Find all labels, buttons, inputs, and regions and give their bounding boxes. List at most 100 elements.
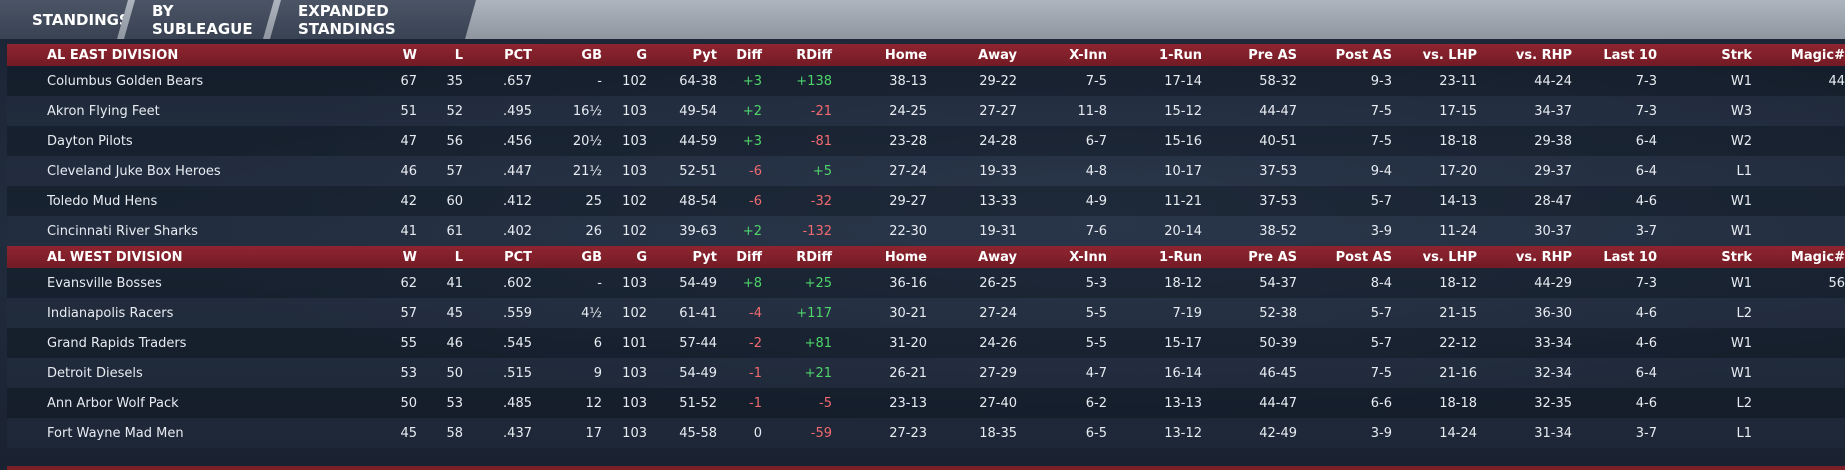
column-header-pyt[interactable]: Pyt bbox=[692, 47, 717, 63]
column-header-home[interactable]: Home bbox=[884, 47, 927, 63]
column-header-xinn[interactable]: X-Inn bbox=[1069, 249, 1107, 265]
column-header-xinn[interactable]: X-Inn bbox=[1069, 47, 1107, 63]
column-header-rdiff[interactable]: RDiff bbox=[796, 47, 832, 63]
cell-away: 27-24 bbox=[979, 305, 1017, 321]
tab-standings[interactable]: STANDINGS bbox=[0, 0, 128, 39]
cell-rdiff: -21 bbox=[810, 103, 832, 119]
column-header-magic[interactable]: Magic# bbox=[1790, 47, 1845, 63]
column-header-gb[interactable]: GB bbox=[581, 249, 602, 265]
column-header-pyt[interactable]: Pyt bbox=[692, 249, 717, 265]
team-row[interactable]: Fort Wayne Mad Men 45 58 .437 17 103 45-58 0 -59… bbox=[7, 418, 1845, 448]
cell-onerun: 16-14 bbox=[1164, 365, 1202, 381]
cell-l: 50 bbox=[446, 365, 463, 381]
team-row[interactable]: Detroit Diesels 53 50 .515 9 103 54-49 -1 +21 26-… bbox=[7, 358, 1845, 388]
team-row[interactable]: Dayton Pilots 47 56 .456 20½ 103 44-59 +3 -81 23-… bbox=[7, 126, 1845, 156]
column-header-w[interactable]: W bbox=[402, 249, 417, 265]
cell-magic bbox=[1777, 298, 1845, 328]
cell-preas: 38-52 bbox=[1259, 223, 1297, 239]
column-header-vrhp[interactable]: vs. RHP bbox=[1515, 249, 1572, 265]
column-header-strk[interactable]: Strk bbox=[1721, 47, 1752, 63]
cell-preas: 37-53 bbox=[1259, 163, 1297, 179]
column-header-postas[interactable]: Post AS bbox=[1335, 249, 1392, 265]
column-header-away[interactable]: Away bbox=[978, 47, 1017, 63]
team-row[interactable]: Toledo Mud Hens 42 60 .412 25 102 48-54 -6 -32 29… bbox=[7, 186, 1845, 216]
team-name[interactable]: Toledo Mud Hens bbox=[47, 193, 158, 209]
team-name[interactable]: Detroit Diesels bbox=[47, 365, 143, 381]
column-header-vlhp[interactable]: vs. LHP bbox=[1422, 249, 1477, 265]
cell-l: 58 bbox=[446, 425, 463, 441]
team-name[interactable]: Indianapolis Racers bbox=[47, 305, 174, 321]
team-row[interactable]: Columbus Golden Bears 67 35 .657 - 102 64-38 +3… bbox=[7, 66, 1845, 96]
cell-diff: +2 bbox=[742, 103, 762, 119]
column-header-preas[interactable]: Pre AS bbox=[1248, 249, 1297, 265]
cell-away: 27-27 bbox=[979, 103, 1017, 119]
column-header-diff[interactable]: Diff bbox=[736, 47, 762, 63]
column-header-l[interactable]: L bbox=[454, 47, 463, 63]
team-row[interactable]: Akron Flying Feet 51 52 .495 16½ 103 49-54 +2 -2… bbox=[7, 96, 1845, 126]
team-row[interactable]: Evansville Bosses 62 41 .602 - 103 54-49 +8 +25 3… bbox=[7, 268, 1845, 298]
column-header-g[interactable]: G bbox=[636, 47, 647, 63]
column-header-l[interactable]: L bbox=[454, 249, 463, 265]
column-header-onerun[interactable]: 1-Run bbox=[1159, 47, 1202, 63]
team-name[interactable]: Fort Wayne Mad Men bbox=[47, 425, 184, 441]
tab-expanded-standings[interactable]: EXPANDED STANDINGS bbox=[270, 0, 476, 39]
cell-diff: -2 bbox=[749, 335, 762, 351]
team-name[interactable]: Cincinnati River Sharks bbox=[47, 223, 198, 239]
cell-pyt: 61-41 bbox=[679, 305, 717, 321]
cell-diff: +2 bbox=[742, 223, 762, 239]
team-row[interactable]: Indianapolis Racers 57 45 .559 4½ 102 61-41 -4 +… bbox=[7, 298, 1845, 328]
column-header-pct[interactable]: PCT bbox=[504, 249, 532, 265]
team-name[interactable]: Grand Rapids Traders bbox=[47, 335, 187, 351]
cell-strk: L2 bbox=[1736, 395, 1752, 411]
cell-home: 24-25 bbox=[889, 103, 927, 119]
column-header-vrhp[interactable]: vs. RHP bbox=[1515, 47, 1572, 63]
cell-gb: 25 bbox=[585, 193, 602, 209]
cell-xinn: 7-5 bbox=[1085, 73, 1107, 89]
column-header-pct[interactable]: PCT bbox=[504, 47, 532, 63]
team-row[interactable]: Cincinnati River Sharks 41 61 .402 26 102 39-6… bbox=[7, 216, 1845, 246]
cell-w: 46 bbox=[400, 163, 417, 179]
cell-diff: -6 bbox=[749, 193, 762, 209]
cell-postas: 3-9 bbox=[1370, 425, 1392, 441]
cell-rdiff: +138 bbox=[796, 73, 832, 89]
column-header-last10[interactable]: Last 10 bbox=[1603, 249, 1657, 265]
column-header-last10[interactable]: Last 10 bbox=[1603, 47, 1657, 63]
cell-xinn: 5-5 bbox=[1085, 335, 1107, 351]
team-name[interactable]: Cleveland Juke Box Heroes bbox=[47, 163, 221, 179]
cell-g: 103 bbox=[622, 103, 647, 119]
column-header-rdiff[interactable]: RDiff bbox=[796, 249, 832, 265]
division-header: AL WEST DIVISION W L PCT GB G Pyt Diff RDiff Home… bbox=[7, 246, 1845, 268]
team-row[interactable]: Grand Rapids Traders 55 46 .545 6 101 57-44 -2 +… bbox=[7, 328, 1845, 358]
cell-away: 13-33 bbox=[979, 193, 1017, 209]
cell-postas: 7-5 bbox=[1370, 103, 1392, 119]
column-header-onerun[interactable]: 1-Run bbox=[1159, 249, 1202, 265]
team-row[interactable]: Cleveland Juke Box Heroes 46 57 .447 21½ 103 5… bbox=[7, 156, 1845, 186]
cell-xinn: 6-5 bbox=[1085, 425, 1107, 441]
cell-g: 101 bbox=[622, 335, 647, 351]
cell-l: 45 bbox=[446, 305, 463, 321]
cell-g: 103 bbox=[622, 425, 647, 441]
cell-preas: 37-53 bbox=[1259, 193, 1297, 209]
cell-magic bbox=[1777, 186, 1845, 216]
cell-rdiff: +81 bbox=[804, 335, 832, 351]
tab-by-subleague[interactable]: BY SUBLEAGUE bbox=[124, 0, 274, 39]
column-header-diff[interactable]: Diff bbox=[736, 249, 762, 265]
cell-postas: 9-3 bbox=[1370, 73, 1392, 89]
column-header-home[interactable]: Home bbox=[884, 249, 927, 265]
team-name[interactable]: Ann Arbor Wolf Pack bbox=[47, 395, 179, 411]
team-name[interactable]: Dayton Pilots bbox=[47, 133, 133, 149]
column-header-g[interactable]: G bbox=[636, 249, 647, 265]
team-row[interactable]: Ann Arbor Wolf Pack 50 53 .485 12 103 51-52 -1 -… bbox=[7, 388, 1845, 418]
cell-strk: W1 bbox=[1730, 73, 1752, 89]
column-header-magic[interactable]: Magic# bbox=[1790, 249, 1845, 265]
team-name[interactable]: Akron Flying Feet bbox=[47, 103, 160, 119]
column-header-preas[interactable]: Pre AS bbox=[1248, 47, 1297, 63]
column-header-w[interactable]: W bbox=[402, 47, 417, 63]
column-header-gb[interactable]: GB bbox=[581, 47, 602, 63]
team-name[interactable]: Columbus Golden Bears bbox=[47, 73, 204, 89]
team-name[interactable]: Evansville Bosses bbox=[47, 275, 162, 291]
column-header-vlhp[interactable]: vs. LHP bbox=[1422, 47, 1477, 63]
column-header-away[interactable]: Away bbox=[978, 249, 1017, 265]
column-header-postas[interactable]: Post AS bbox=[1335, 47, 1392, 63]
column-header-strk[interactable]: Strk bbox=[1721, 249, 1752, 265]
